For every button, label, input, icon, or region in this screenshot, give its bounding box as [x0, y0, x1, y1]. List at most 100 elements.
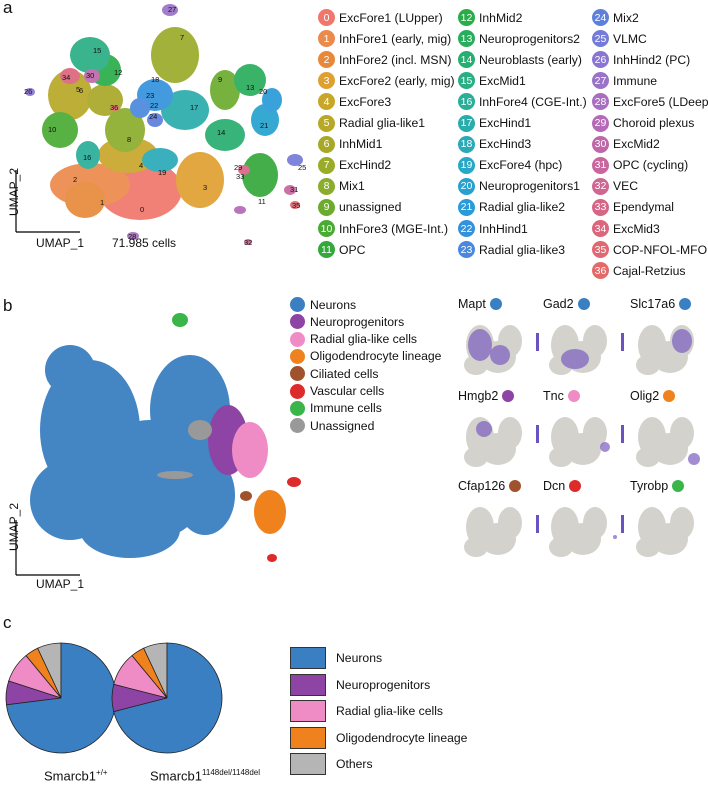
cluster-legend-item: 21 Radial glia-like2 [458, 198, 566, 216]
pie2-label: Smarcb11148del/1148del [150, 768, 260, 783]
cluster-legend-item: 2 InhFore2 (incl. MSN) [318, 51, 451, 69]
pie1-label-main: Smarcb1 [44, 768, 97, 784]
cluster-color-dot: 21 [458, 198, 475, 216]
pie-slice-neurons [113, 642, 223, 754]
cluster-legend-item: 34 ExcMid3 [592, 220, 660, 237]
umap-num: 19 [158, 168, 166, 177]
cluster-color-dot: 12 [458, 9, 475, 26]
pie-legend-swatch [290, 753, 326, 775]
cluster-color-dot: 36 [592, 262, 609, 280]
celltype-color-dot [290, 418, 305, 434]
cluster-color-dot: 28 [592, 93, 609, 111]
cluster-color-dot: 8 [318, 177, 335, 195]
cluster-legend-label: InhFore4 (CGE-Int.) [479, 94, 587, 109]
umap-num: 16 [83, 153, 91, 162]
cluster-legend-label: Neuroprogenitors2 [479, 31, 580, 46]
pie-legend-swatch [290, 673, 326, 696]
gene-label: Tnc [543, 389, 580, 403]
umap-num: 17 [190, 103, 198, 112]
pie2-label-sup: 1148del/1148del [202, 768, 261, 777]
pie-legend-label: Radial glia-like cells [336, 704, 444, 718]
cluster-legend-label: Mix2 [613, 10, 639, 25]
gene-celltype-dot [672, 480, 685, 492]
gene-feature-plot [464, 507, 539, 557]
umap-num: 34 [62, 73, 70, 82]
cluster-legend-item: 28 ExcFore5 (LDeep) [592, 93, 708, 111]
celltype-color-dot [290, 383, 305, 399]
gene-celltype-dot [502, 390, 515, 402]
umap-num: 11 [258, 197, 266, 206]
cluster-color-dot: 27 [592, 72, 609, 90]
celltype-color-dot [290, 366, 305, 382]
gene-feature-plot [636, 417, 700, 467]
cluster-legend-label: ExcFore2 (early, mig) [339, 73, 455, 88]
cluster-legend-item: 13 Neuroprogenitors2 [458, 30, 580, 48]
umap-b-immune [172, 313, 188, 327]
umap-num: 8 [127, 135, 131, 144]
umap-num: 3 [203, 183, 207, 192]
gene-name: Tnc [543, 389, 564, 403]
umap-b-unassigned [157, 420, 212, 479]
cluster-legend-label: COP-NFOL-MFOL [613, 242, 708, 257]
gene-name: Tyrobp [630, 479, 669, 493]
umap-num: 9 [218, 75, 222, 84]
cluster-legend-label: InhMid1 [339, 137, 383, 152]
gene-feature-plot [549, 507, 624, 557]
umap-num: 28 [128, 232, 136, 241]
gene-name: Dcn [543, 479, 566, 493]
cluster-color-dot: 9 [318, 198, 335, 216]
gene-celltype-dot [679, 298, 692, 310]
cluster-legend-label: ExcFore5 (LDeep) [613, 94, 708, 109]
umap-num: 6 [79, 86, 83, 95]
celltype-legend-label: Immune cells [310, 401, 382, 416]
umap-num: 7 [180, 33, 184, 42]
gene-name: Olig2 [630, 389, 660, 403]
umap-num: 29 [234, 163, 242, 172]
umap-num: 1 [100, 198, 104, 207]
gene-label: Gad2 [543, 297, 590, 311]
cluster-legend-item: 31 OPC (cycling) [592, 156, 688, 174]
cluster-legend-label: OPC [339, 242, 366, 257]
cluster-color-dot: 32 [592, 177, 609, 195]
celltype-legend-item: Oligodendrocyte lineage [290, 348, 442, 364]
cluster-legend-label: unassigned [339, 200, 402, 215]
umap-num: 36 [110, 103, 118, 112]
cluster-color-dot: 3 [318, 72, 335, 90]
cluster-color-dot: 22 [458, 220, 475, 237]
cluster-color-dot: 23 [458, 241, 475, 259]
umap-num: 2 [73, 175, 77, 184]
cluster-color-dot: 4 [318, 93, 335, 111]
celltype-legend-label: Ciliated cells [310, 366, 379, 381]
cluster-legend-item: 14 Neuroblasts (early) [458, 51, 582, 69]
cluster-legend-label: ExcHind3 [479, 137, 532, 152]
pie2-label-main: Smarcb1 [150, 768, 203, 784]
celltype-legend-label: Oligodendrocyte lineage [310, 349, 442, 364]
celltype-legend-item: Neuroprogenitors [290, 314, 404, 330]
cluster-legend-label: Ependymal [613, 200, 674, 215]
cluster-legend-label: Radial glia-like2 [479, 200, 566, 215]
gene-celltype-dot [509, 480, 522, 492]
cluster-color-dot: 15 [458, 72, 475, 90]
cluster-legend-label: ExcHind2 [339, 158, 392, 173]
umap-num: 4 [139, 161, 143, 170]
cluster-legend-label: Choroid plexus [613, 116, 695, 130]
gene-label: Slc17a6 [630, 297, 692, 311]
cluster-legend-item: 1 InhFore1 (early, mig) [318, 30, 451, 48]
umap-num: 24 [149, 112, 157, 121]
cluster-legend-label: ExcFore1 (LUpper) [339, 10, 443, 25]
cluster-color-dot: 26 [592, 51, 609, 69]
cluster-legend-label: VEC [613, 179, 639, 194]
cluster-legend-item: 20 Neuroprogenitors1 [458, 177, 580, 195]
gene-feature-plot [636, 325, 694, 375]
cluster-legend-label: Neuroprogenitors1 [479, 179, 580, 194]
cluster-legend-label: InhFore3 (MGE-Int.) [339, 221, 449, 236]
pie-legend-item: Radial glia-like cells [290, 700, 443, 722]
cluster-color-dot: 13 [458, 30, 475, 48]
gene-label: Olig2 [630, 389, 676, 403]
celltype-legend-item: Unassigned [290, 418, 374, 434]
cluster-legend-label: Neuroblasts (early) [479, 52, 582, 67]
celltype-legend-item: Radial glia-like cells [290, 331, 417, 347]
celltype-color-dot [290, 331, 305, 347]
umap-b-radial-glia [232, 422, 268, 478]
cluster-legend-label: Radial glia-like1 [339, 116, 426, 130]
